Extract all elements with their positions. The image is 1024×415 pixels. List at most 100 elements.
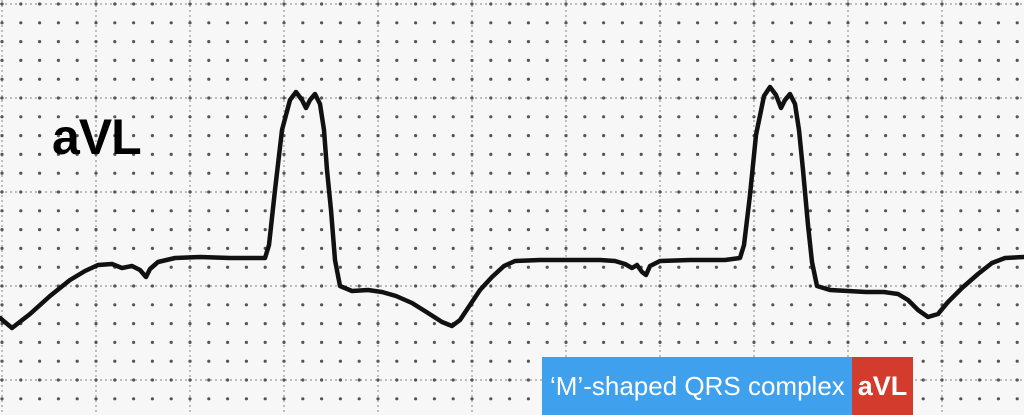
grid-dot	[940, 228, 944, 232]
grid-dot	[376, 228, 380, 232]
grid-dot	[376, 284, 380, 288]
grid-dot	[376, 303, 380, 307]
grid-dot	[846, 209, 850, 213]
grid-dot	[244, 397, 248, 401]
grid-dot	[357, 134, 361, 138]
grid-dot	[263, 171, 267, 175]
grid-dot	[226, 40, 230, 44]
grid-dot	[263, 40, 267, 44]
grid-dot	[545, 284, 549, 288]
grid-dot	[320, 303, 324, 307]
grid-dot	[19, 246, 23, 250]
grid-dot	[56, 265, 61, 269]
grid-dot	[846, 58, 850, 63]
grid-dot	[752, 2, 756, 6]
grid-dot	[75, 58, 79, 63]
grid-dot	[169, 397, 173, 401]
grid-dot	[113, 77, 117, 81]
grid-dot	[489, 265, 493, 269]
grid-dot	[808, 171, 813, 175]
grid-dot	[169, 228, 173, 232]
grid-dot	[639, 115, 643, 119]
grid-dot	[132, 171, 136, 175]
grid-dot	[921, 115, 925, 119]
grid-dot	[884, 2, 888, 6]
grid-dot	[188, 40, 192, 44]
grid-dot	[733, 21, 737, 25]
grid-dot	[508, 134, 512, 138]
grid-dot	[714, 340, 719, 344]
grid-dot	[470, 340, 474, 344]
grid-dot	[282, 340, 286, 344]
grid-dot	[38, 2, 42, 6]
grid-dot	[677, 152, 681, 156]
grid-dot	[19, 303, 23, 307]
grid-dot	[150, 58, 154, 63]
grid-dot	[226, 190, 230, 194]
grid-dot	[376, 190, 380, 194]
grid-dot	[583, 58, 587, 63]
grid-dot	[451, 40, 455, 44]
grid-dot	[38, 58, 42, 63]
grid-dot	[677, 115, 681, 119]
grid-dot	[752, 340, 756, 344]
grid-dot	[978, 265, 982, 269]
grid-dot	[0, 228, 4, 232]
grid-dot	[771, 246, 775, 250]
grid-dot	[282, 378, 286, 382]
grid-dot	[827, 246, 831, 250]
grid-dot	[470, 21, 474, 25]
grid-dot	[338, 322, 342, 326]
caption-text: ‘M’-shaped QRS complex	[542, 357, 852, 415]
grid-dot	[395, 190, 399, 194]
grid-dot	[169, 115, 173, 119]
grid-dot	[470, 152, 474, 156]
grid-dot	[489, 2, 493, 6]
grid-dot	[696, 40, 700, 44]
grid-dot	[996, 96, 1001, 100]
grid-dot	[526, 134, 531, 138]
grid-dot	[451, 77, 455, 81]
grid-dot	[376, 322, 380, 326]
grid-dot	[978, 209, 982, 213]
grid-dot	[545, 209, 549, 213]
grid-dot	[884, 21, 888, 25]
grid-dot	[508, 40, 512, 44]
grid-dot	[583, 265, 587, 269]
grid-dot	[921, 58, 925, 63]
grid-dot	[113, 96, 117, 100]
grid-dot	[846, 190, 850, 194]
grid-dot	[733, 340, 737, 344]
grid-dot	[808, 58, 813, 63]
grid-dot	[226, 284, 230, 288]
grid-dot	[338, 359, 342, 363]
grid-dot	[696, 115, 700, 119]
grid-dot	[602, 21, 606, 25]
grid-dot	[940, 21, 944, 25]
grid-dot	[996, 171, 1001, 175]
grid-dot	[884, 190, 888, 194]
grid-dot	[602, 190, 606, 194]
grid-dot	[188, 303, 192, 307]
grid-dot	[0, 96, 4, 100]
grid-dot	[38, 152, 42, 156]
grid-dot	[489, 152, 493, 156]
grid-dot	[884, 171, 888, 175]
grid-dot	[207, 58, 211, 63]
grid-dot	[978, 77, 982, 81]
grid-dot	[414, 228, 418, 232]
grid-dot	[94, 21, 98, 25]
grid-dot	[357, 2, 361, 6]
grid-dot	[19, 77, 23, 81]
grid-dot	[808, 190, 813, 194]
grid-dot	[545, 134, 549, 138]
grid-dot	[508, 228, 512, 232]
grid-dot	[301, 246, 305, 250]
grid-dot	[790, 246, 794, 250]
grid-dot	[226, 397, 230, 401]
grid-dot	[226, 228, 230, 232]
grid-dot	[526, 397, 531, 401]
grid-dot	[132, 284, 136, 288]
grid-dot	[564, 96, 568, 100]
grid-dot	[301, 40, 305, 44]
